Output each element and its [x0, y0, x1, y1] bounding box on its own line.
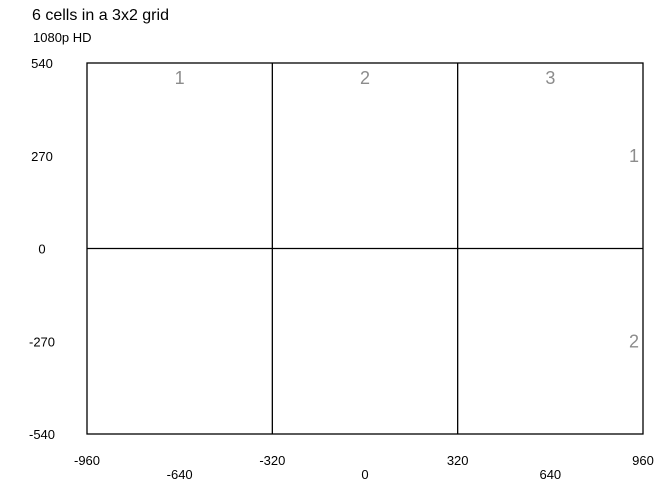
column-label-1: 1 — [175, 68, 185, 88]
row-label-1: 1 — [629, 146, 639, 166]
y-tick-label: 540 — [31, 56, 53, 71]
x-tick-label: 960 — [632, 453, 654, 468]
x-tick-label: -320 — [259, 453, 285, 468]
y-tick-label: -270 — [29, 334, 55, 349]
column-label-3: 3 — [545, 68, 555, 88]
x-tick-label: 320 — [447, 453, 469, 468]
y-tick-label: 270 — [31, 149, 53, 164]
diagram-subtitle: 1080p HD — [33, 30, 92, 45]
column-label-2: 2 — [360, 68, 370, 88]
x-tick-label: -640 — [167, 467, 193, 480]
x-tick-label: 0 — [361, 467, 368, 480]
diagram-title: 6 cells in a 3x2 grid — [32, 7, 169, 24]
x-tick-label: 640 — [539, 467, 561, 480]
y-tick-label: -540 — [29, 427, 55, 442]
row-label-2: 2 — [629, 331, 639, 351]
y-tick-label: 0 — [38, 242, 45, 257]
x-tick-label: -960 — [74, 453, 100, 468]
